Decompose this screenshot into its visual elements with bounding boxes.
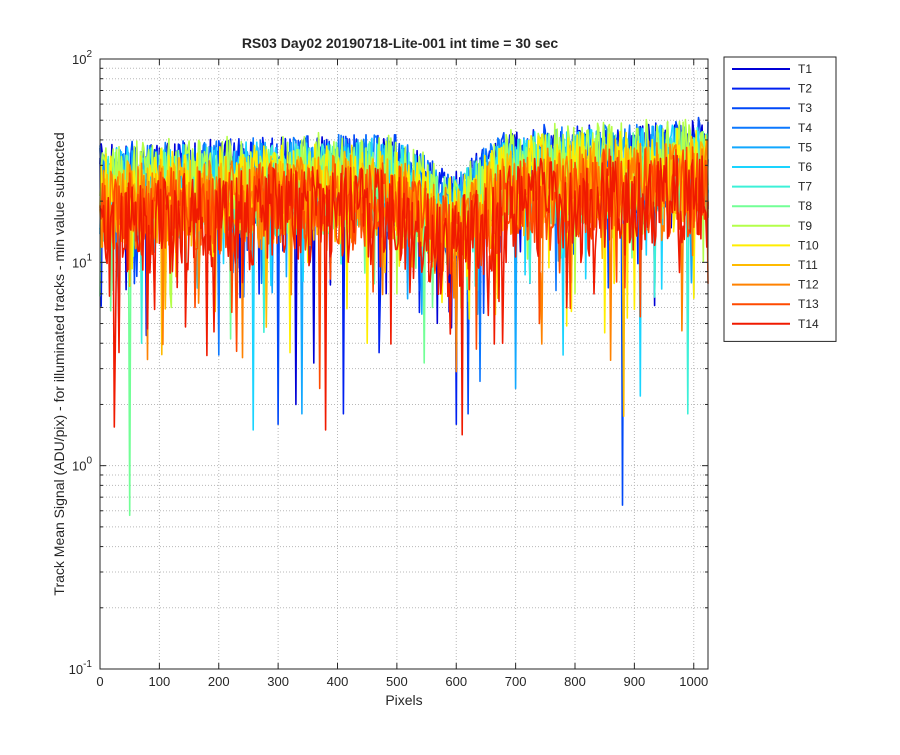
chart-title: RS03 Day02 20190718-Lite-001 int time = … [242,35,559,51]
legend-label: T6 [798,160,812,174]
legend-item: T13 [732,297,819,311]
y-tick-label: 102 [72,49,92,67]
x-tick-label: 700 [505,674,527,689]
legend-item: T2 [732,82,812,96]
legend-item: T7 [732,180,812,194]
y-tick-label: 100 [72,456,92,474]
x-tick-label: 300 [267,674,289,689]
x-tick-label: 600 [445,674,467,689]
legend-item: T14 [732,317,819,331]
legend-label: T9 [798,219,812,233]
series-line-t14 [99,154,709,436]
x-tick-label: 0 [96,674,103,689]
x-axis-label: Pixels [385,692,422,708]
x-tick-label: 500 [386,674,408,689]
x-tick-label: 200 [208,674,230,689]
x-tick-label: 100 [149,674,171,689]
legend-item: T6 [732,160,812,174]
legend-label: T2 [798,82,812,96]
legend-label: T10 [798,238,819,252]
x-tick-label: 1000 [679,674,708,689]
legend-item: T3 [732,101,812,115]
legend-item: T8 [732,199,812,213]
legend-label: T5 [798,140,812,154]
legend-label: T12 [798,278,819,292]
legend-item: T11 [732,258,818,272]
legend-label: T4 [798,121,812,135]
series-group [99,116,709,517]
legend-label: T1 [798,62,812,76]
legend-item: T4 [732,121,812,135]
y-tick-label: 101 [72,252,92,270]
legend-label: T7 [798,180,812,194]
legend-label: T8 [798,199,812,213]
legend-item: T12 [732,278,819,292]
x-tick-label: 900 [624,674,646,689]
y-axis-label: Track Mean Signal (ADU/pix) - for illumi… [51,132,67,595]
legend-item: T1 [732,62,812,76]
legend-item: T9 [732,219,812,233]
legend-label: T14 [798,317,819,331]
legend: T1 T2 T3 T4 T5 T6 T7 T8 T9 T10 T11 T12 T13 T14 [723,56,837,342]
legend-item: T5 [732,140,812,154]
legend-label: T11 [798,258,818,272]
x-tick-label: 400 [327,674,349,689]
plot-frame [99,58,709,670]
y-tick-label: 10-1 [69,659,93,677]
legend-item: T10 [732,238,819,252]
legend-box [723,56,837,342]
ticks: 0 100 200 300 400 500 600 700 800 900 1000 10-1 100 1… [69,49,709,689]
x-tick-label: 800 [564,674,586,689]
legend-label: T13 [798,297,819,311]
legend-label: T3 [798,101,812,115]
